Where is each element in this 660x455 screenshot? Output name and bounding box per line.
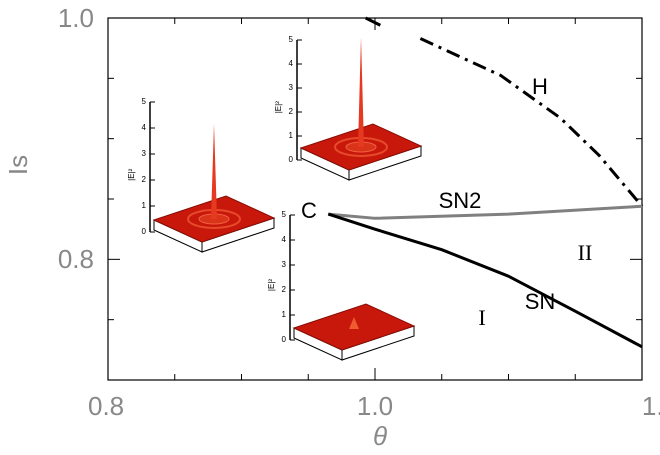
inset-peak: [211, 124, 217, 219]
series-line: [328, 204, 643, 220]
inset-tick-label: 2: [289, 107, 294, 116]
series-label: SN2: [439, 188, 482, 213]
inset-tick-label: 5: [142, 97, 147, 106]
x-tick-label: 0.8: [88, 391, 124, 421]
series-line: [419, 37, 644, 208]
inset-tick-label: 1: [289, 131, 294, 140]
inset: 0 1 2 3 4 5 |E|²: [127, 97, 276, 253]
inset-tick-label: 0: [282, 335, 287, 344]
series-line: [327, 212, 643, 349]
inset-tick-label: 1: [282, 310, 287, 319]
inset-tick-label: 4: [142, 123, 147, 132]
annotation: I: [478, 305, 485, 330]
inset-tick-label: 4: [282, 235, 287, 244]
y-tick-label: 0.8: [58, 244, 94, 274]
y-tick-label: 1.0: [58, 3, 94, 33]
inset-tick-label: 3: [289, 83, 294, 92]
inset-tick-label: 0: [142, 227, 147, 236]
inset-tick-label: 2: [282, 285, 287, 294]
inset-tick-label: 5: [282, 210, 287, 219]
series-line: [364, 16, 382, 27]
inset-tick-label: 1: [142, 201, 147, 210]
y-axis-label: Is: [3, 155, 33, 175]
x-tick-label: 1.2: [642, 391, 660, 421]
inset: 0 1 2 3 4 5 |E|²: [274, 35, 423, 181]
inset-tick-label: 2: [142, 175, 147, 184]
inset-tick-label: 3: [282, 260, 287, 269]
inset-tick-label: 0: [289, 155, 294, 164]
inset-tick-label: 3: [142, 149, 147, 158]
annotation: II: [578, 240, 593, 265]
inset-peak: [358, 37, 364, 147]
inset-axis-label: |E|²: [267, 279, 276, 291]
x-tick-label: 1.0: [357, 391, 393, 421]
inset-tick-label: 4: [289, 59, 294, 68]
series-label: H: [532, 74, 548, 99]
series-label: SN: [525, 289, 556, 314]
inset-peak: [349, 317, 359, 329]
x-axis-label: θ: [373, 421, 387, 451]
inset: 0 1 2 3 4 5 |E|²: [267, 210, 416, 361]
annotation: C: [301, 198, 317, 223]
inset-tick-label: 5: [289, 35, 294, 44]
inset-axis-label: |E|²: [274, 101, 283, 113]
inset-axis-label: |E|²: [127, 168, 136, 180]
